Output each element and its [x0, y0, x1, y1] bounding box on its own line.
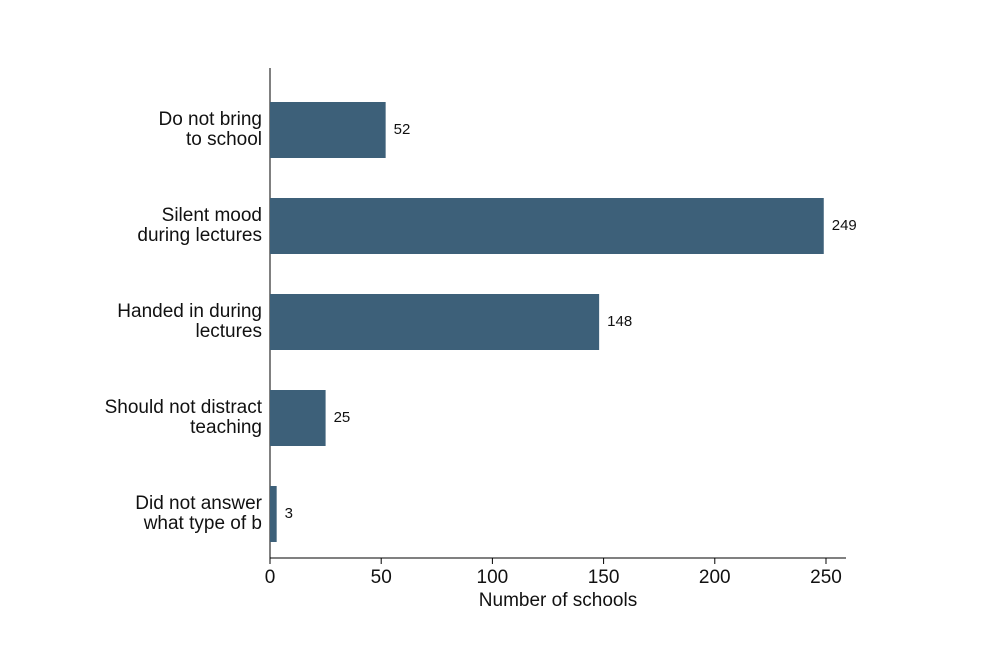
x-axis-label: Number of schools: [479, 590, 637, 611]
x-tick-label: 200: [699, 567, 731, 588]
y-tick-label: Did not answer: [135, 493, 262, 514]
value-label: 25: [334, 409, 351, 426]
value-label: 3: [285, 505, 293, 522]
y-tick-label: to school: [186, 129, 262, 150]
y-tick-label: Should not distract: [105, 397, 263, 418]
bar: [270, 294, 600, 350]
y-tick-label: lectures: [195, 321, 262, 342]
value-label: 148: [607, 313, 632, 330]
y-tick-label: teaching: [190, 417, 262, 438]
bar: [270, 198, 824, 254]
x-tick-label: 150: [588, 567, 620, 588]
value-label: 52: [394, 121, 411, 138]
x-tick-label: 50: [371, 567, 392, 588]
bar: [270, 390, 326, 446]
y-tick-label: during lectures: [137, 225, 262, 246]
x-tick-label: 0: [265, 567, 276, 588]
x-tick-label: 250: [810, 567, 842, 588]
y-tick-label: Do not bring: [158, 109, 262, 130]
x-tick-label: 100: [477, 567, 509, 588]
bar: [270, 102, 386, 158]
y-tick-label: what type of b: [143, 513, 262, 534]
bar: [270, 486, 277, 542]
y-tick-label: Silent mood: [162, 205, 262, 226]
value-label: 249: [832, 217, 857, 234]
y-tick-label: Handed in during: [117, 301, 262, 322]
